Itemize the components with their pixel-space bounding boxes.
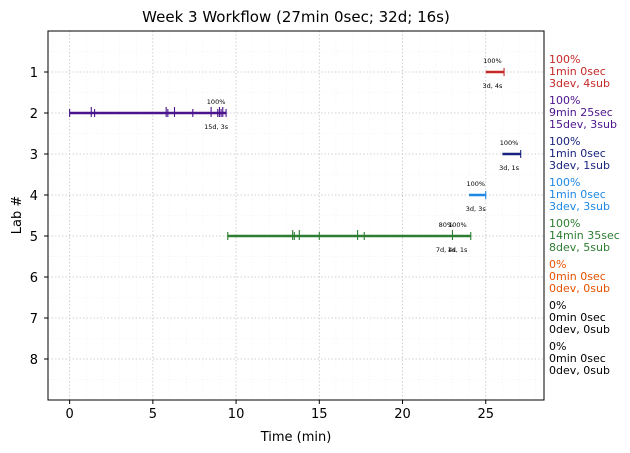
y-tick-label: 8 [30, 353, 38, 368]
lab-8-summary-line: 0% [549, 340, 566, 353]
x-tick-label: 0 [65, 407, 73, 422]
x-tick-label: 20 [394, 407, 411, 422]
grid [48, 31, 544, 400]
lab-3-summary-line: 100% [549, 135, 580, 148]
lab-5-count-label: 7d, 4s [436, 246, 457, 254]
y-tick-label: 1 [30, 66, 38, 81]
lab-2-percent-label: 100% [207, 98, 226, 106]
lab-1-summary-line: 1min 0sec [549, 65, 606, 78]
lab-1-summary-line: 3dev, 4sub [549, 77, 610, 90]
chart-title: Week 3 Workflow (27min 0sec; 32d; 16s) [142, 8, 450, 26]
y-tick-label: 4 [30, 189, 38, 204]
lab-1-percent-label: 100% [483, 57, 502, 65]
plot-frame [47, 30, 545, 401]
lab-2-summary-line: 15dev, 3sub [549, 118, 617, 131]
lab-4-percent-label: 100% [466, 180, 485, 188]
x-tick-label: 25 [477, 407, 494, 422]
lab-2-count-label: 15d, 3s [204, 123, 229, 131]
lab-3-summary-line: 1min 0sec [549, 147, 606, 160]
y-tick-label: 3 [30, 148, 38, 163]
lab-5-count-label: 1d, 1s [447, 246, 468, 254]
lab-7-summary-line: 0dev, 0sub [549, 323, 610, 336]
lab-2-summary-line: 100% [549, 94, 580, 107]
x-tick-label: 5 [149, 407, 157, 422]
x-tick-label: 10 [228, 407, 245, 422]
lab-1-count-label: 3d, 4s [482, 82, 503, 90]
y-tick-label: 5 [30, 230, 38, 245]
lab-7-summary-line: 0% [549, 299, 566, 312]
lab-4-summary-line: 1min 0sec [549, 188, 606, 201]
lab-3-percent-label: 100% [500, 139, 519, 147]
lab-4-summary-line: 100% [549, 176, 580, 189]
data-layer: 100% 3d, 4s 100% 15d, 3s 100% 3d, 1s 100% 3d, 3… [69, 57, 522, 254]
y-axis-label: Lab # [10, 196, 25, 235]
lab-3-count-label: 3d, 1s [499, 164, 520, 172]
lab-5-summary-line: 100% [549, 217, 580, 230]
lab-4-summary-line: 3dev, 3sub [549, 200, 610, 213]
y-tick-label: 2 [30, 107, 38, 122]
lab-5-percent-label: 100% [448, 221, 467, 229]
lab-6-summary-line: 0dev, 0sub [549, 282, 610, 295]
lab-3-summary-line: 3dev, 1sub [549, 159, 610, 172]
lab-5-summary-line: 8dev, 5sub [549, 241, 610, 254]
axes: 0 5 10 15 20 25 1 2 3 4 5 6 7 8 [30, 66, 494, 422]
lab-4-count-label: 3d, 3s [466, 205, 487, 213]
lab-6-summary-line: 0% [549, 258, 566, 271]
lab-5-percent-label: 80% [439, 221, 453, 229]
lab-7-summary-line: 0min 0sec [549, 311, 606, 324]
x-tick-label: 15 [311, 407, 328, 422]
lab-6-summary-line: 0min 0sec [549, 270, 606, 283]
lab-8-summary-line: 0dev, 0sub [549, 364, 610, 377]
y-tick-label: 7 [30, 312, 38, 327]
lab-5-summary-line: 14min 35sec [549, 229, 620, 242]
x-axis-label: Time (min) [260, 430, 332, 445]
lab-8-summary-line: 0min 0sec [549, 352, 606, 365]
y-tick-label: 6 [30, 271, 38, 286]
lab-1-summary-line: 100% [549, 53, 580, 66]
lab-2-summary-line: 9min 25sec [549, 106, 613, 119]
